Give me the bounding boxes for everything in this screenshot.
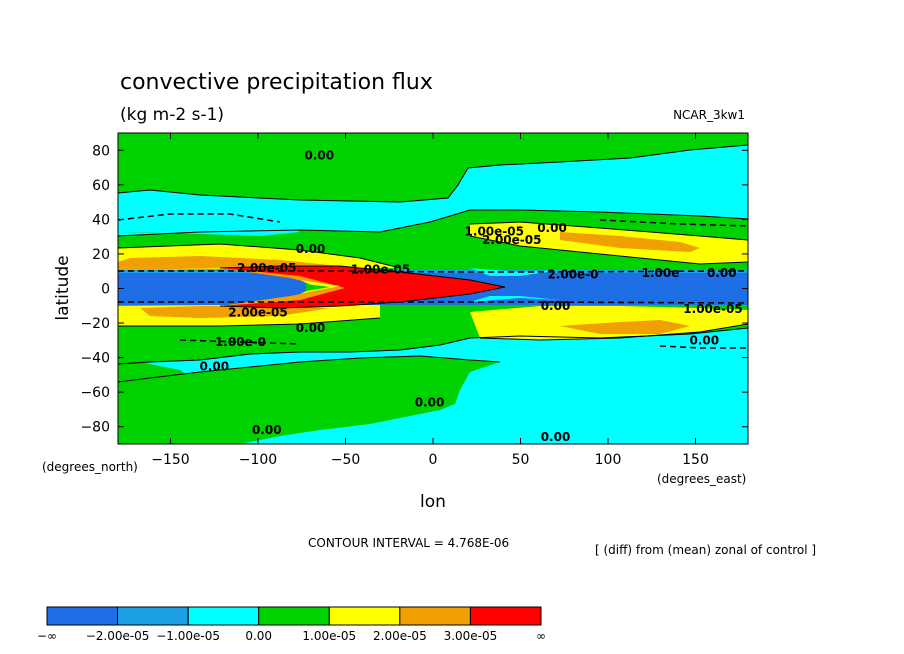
field-north-cyan-lobe [118,210,300,236]
model-name: NCAR_3kw1 [673,108,745,122]
y-tick-label: −60 [80,385,110,401]
colorbar-labels: −∞ −2.00e-05 −1.00e-05 0.00 1.00e-05 2.00e-05… [37,629,546,643]
contour-label: 0.00 [296,321,326,335]
contour-label: 2.00e-0 [547,268,598,282]
contour-dashed-south-1 [179,339,301,345]
colorbar-label: 1.00e-05 [302,629,356,643]
annotation-note: [ (diff) from (mean) zonal of control ] [595,543,816,557]
y-tick-label: −80 [80,420,110,436]
x-tick-label: −150 [151,452,189,468]
x-axis-label: lon [420,492,446,512]
contour-label: 1.00e-05 [683,302,742,316]
field-equator-cyan-north [470,268,560,276]
colorbar-swatch [399,606,471,626]
contour-line-north-2 [118,243,401,269]
contour-line-south-1 [118,317,381,327]
x-tick-label: 0 [429,452,438,468]
chart-units: (kg m-2 s-1) [120,105,224,125]
contour-line-north-1 [118,209,748,237]
contour-label: 1.00e-0 [215,335,266,349]
x-tick-label: 100 [595,452,622,468]
y-tick-label: 20 [92,247,110,263]
contour-dashed-equator-north [118,270,748,273]
contour-label: 0.00 [415,396,445,410]
colorbar-label: −2.00e-05 [86,629,150,643]
x-axis-units: (degrees_east) [657,472,746,486]
contour-label: 0.00 [707,266,737,280]
field-green-wedge-core [306,284,330,291]
contour-label: 1.00e [642,266,680,280]
x-tick-label: −100 [239,452,277,468]
contour-label: 0.00 [296,242,326,256]
colorbar-swatch [328,606,401,626]
contour-line-south-4 [118,355,501,383]
y-tick-label: 60 [92,178,110,194]
y-axis-units: (degrees_north) [42,460,138,474]
x-tick-label: 50 [512,452,530,468]
colorbar-label: −1.00e-05 [156,629,220,643]
contour-interval: CONTOUR INTERVAL = 4.768E-06 [308,536,509,550]
colorbar-swatch [117,606,189,626]
contour-labels: 0.000.001.00e-052.00e-050.001.00e-052.00… [199,148,742,444]
contour-fields [118,133,748,444]
contour-line-south-2 [479,323,748,341]
y-tick-label: −20 [80,316,110,332]
contour-dashed-south-2 [659,345,748,349]
contour-label: 0.00 [541,430,571,444]
y-tick-label: 0 [101,282,110,298]
contour-label: 2.00e-05 [228,306,287,320]
contour-line-south-3 [118,327,748,365]
contour-label: 0.00 [304,148,334,162]
contour-line-north-4 [469,235,748,265]
x-axis-ticks: −150 −100 −50 0 50 100 150 [151,133,709,468]
field-south-green-big [118,356,500,444]
x-tick-label: 150 [682,452,709,468]
contour-label: 0.00 [199,359,229,373]
contour-label: 0.00 [252,423,282,437]
contour-line-north-5 [118,144,748,203]
contour-label: 1.00e-05 [351,262,410,276]
field-south-green-edge [118,360,200,390]
colorbar-label: ∞ [536,629,546,643]
colorbar-label: 0.00 [245,629,272,643]
colorbar-swatch [187,606,260,626]
contour-dashed-north-2 [599,219,748,227]
contour-label: 2.00e-05 [237,261,296,275]
field-south-east-orange [560,320,690,334]
contour-label: 2.00e-05 [482,233,541,247]
contour-dashed-north-1 [118,213,281,223]
field-south-orange [140,306,330,318]
contour-label: 0.00 [537,221,567,235]
chart-title: convective precipitation flux [120,70,433,95]
colorbar-label: 2.00e-05 [373,629,427,643]
colorbar-label: 3.00e-05 [444,629,498,643]
contour-line-north-3 [469,221,748,241]
contour-label: 1.00e-05 [465,224,524,238]
y-tick-label: 80 [92,143,110,159]
field-north-green [118,133,748,202]
contour-label: 0.00 [689,333,719,347]
contour-label: 0.00 [541,299,571,313]
y-tick-label: 40 [92,212,110,228]
y-tick-label: −40 [80,351,110,367]
field-north-east-orange [560,232,700,252]
y-axis-label: latitude [53,255,73,320]
colorbar-swatch [469,606,542,626]
x-tick-label: −50 [331,452,361,468]
field-equator-cyan-south [470,296,560,302]
colorbar [46,606,542,626]
colorbar-swatch [46,606,119,626]
field-orange-wedge-edge [220,268,345,306]
contour-dashed-equator-south [118,301,748,304]
colorbar-swatch [258,606,330,626]
contour-line-wedge [219,265,506,309]
y-axis-ticks: 80 60 40 20 0 −20 −40 −60 −80 [80,143,748,436]
colorbar-label: −∞ [37,629,57,643]
